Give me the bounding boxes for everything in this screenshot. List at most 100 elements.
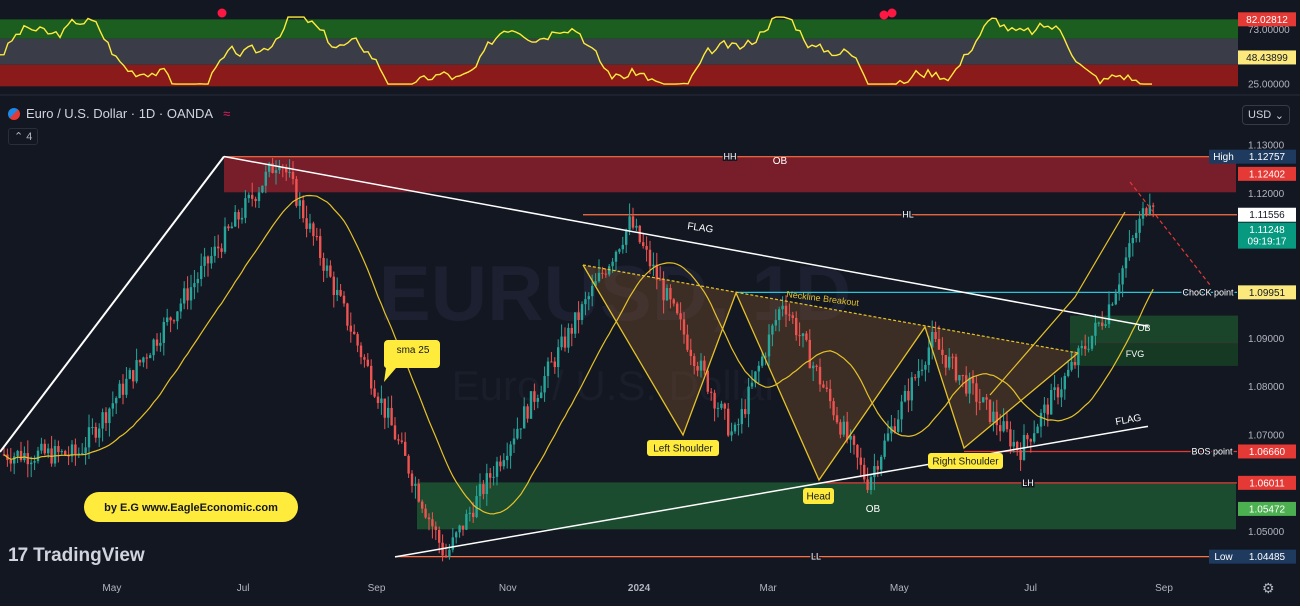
candle-body — [461, 525, 465, 530]
candle-body — [512, 438, 516, 445]
chevron-icon: ⌃ — [14, 131, 27, 143]
symbol-header[interactable]: Euro / U.S. Dollar · 1D · OANDA ≈ — [8, 106, 230, 121]
candle-body — [601, 272, 604, 274]
sma-callout — [383, 340, 440, 382]
candle-body — [550, 361, 553, 363]
tradingview-logo[interactable]: 17 TradingView — [8, 545, 145, 567]
candle-body — [903, 390, 907, 402]
candle-body — [36, 450, 40, 462]
candle-body — [482, 484, 485, 495]
candle-body — [60, 451, 63, 453]
candle-body — [533, 391, 536, 402]
candle-body — [302, 200, 305, 219]
candle-body — [693, 356, 696, 367]
candle-body — [346, 303, 349, 326]
candle-body — [489, 473, 492, 478]
candle-body — [761, 356, 764, 366]
price-badge — [1238, 549, 1296, 564]
candle-body — [1131, 237, 1134, 244]
candle-body — [805, 333, 808, 340]
candle-body — [744, 409, 747, 415]
candle-body — [1012, 441, 1015, 447]
candle-body — [387, 407, 390, 418]
candle-body — [523, 406, 526, 429]
candle-body — [312, 223, 315, 237]
candle-body — [427, 517, 431, 520]
candle-body — [869, 477, 873, 490]
x-tick: Jul — [237, 583, 250, 594]
candle-body — [132, 370, 135, 382]
candle-body — [536, 398, 539, 402]
candle-body — [332, 276, 335, 296]
candle-body — [910, 377, 913, 401]
candle-body — [189, 287, 193, 301]
middle-zone — [0, 38, 1238, 65]
candle-body — [261, 185, 264, 193]
candle-body — [863, 464, 866, 480]
candle-body — [33, 461, 36, 463]
candle-body — [373, 388, 376, 397]
candle-body — [1053, 387, 1056, 391]
y-tick: 1.13000 — [1248, 140, 1285, 151]
candle-body — [886, 433, 890, 441]
candle-body — [560, 336, 563, 348]
currency-select[interactable]: USD ⌄ — [1242, 105, 1290, 125]
candle-body — [723, 403, 726, 409]
y-tick: 1.07000 — [1248, 431, 1285, 442]
candle-body — [455, 532, 458, 538]
candle-body — [288, 172, 291, 174]
candle-body — [152, 339, 155, 356]
candle-body — [478, 484, 482, 497]
candle-body — [907, 390, 910, 401]
gear-icon[interactable]: ⚙ — [1262, 580, 1275, 596]
candle-body — [1070, 361, 1073, 370]
candle-body — [149, 355, 152, 359]
indicator-wave-icon[interactable]: ≈ — [223, 106, 231, 121]
candle-body — [291, 172, 295, 179]
candle-body — [1050, 390, 1053, 415]
candle-body — [417, 483, 420, 502]
candle-body — [937, 339, 941, 350]
candle-body — [652, 264, 655, 267]
candle-body — [397, 439, 400, 441]
candle-body — [1121, 268, 1124, 285]
candle-body — [873, 466, 876, 478]
candle-body — [87, 427, 91, 448]
pattern-fill — [583, 265, 1078, 480]
candle-body — [30, 462, 33, 465]
candle-body — [839, 422, 842, 435]
candle-body — [285, 167, 288, 173]
candle-body — [801, 333, 805, 337]
candle-body — [274, 170, 278, 174]
candle-body — [1077, 348, 1080, 366]
indicator-toggle[interactable]: ⌃ 4 — [8, 128, 39, 145]
candle-body — [1090, 335, 1094, 349]
candle-body — [217, 246, 220, 249]
candle-body — [764, 356, 767, 358]
candle-body — [1111, 304, 1114, 306]
ob-supply-zone — [224, 156, 1236, 193]
ob-supply-label: OB — [773, 156, 788, 167]
candle-body — [944, 355, 947, 368]
right-shoulder-label: Right Shoulder — [932, 457, 999, 468]
candle-body — [954, 356, 958, 381]
candle-body — [247, 194, 250, 199]
candle-body — [992, 411, 995, 422]
price-badge-label: 1.05472 — [1249, 504, 1286, 515]
candle-body — [914, 377, 917, 379]
candle-body — [686, 334, 689, 350]
candle-body — [628, 216, 631, 230]
overbought-signal — [879, 10, 889, 20]
candle-body — [234, 212, 237, 227]
candle-body — [162, 322, 165, 343]
candle-body — [1148, 205, 1151, 215]
candle-body — [720, 403, 723, 408]
x-tick: Jul — [1024, 583, 1037, 594]
candle-body — [798, 335, 801, 337]
candle-body — [975, 383, 978, 402]
candle-body — [852, 435, 856, 445]
candle-body — [754, 371, 757, 383]
chevron-down-icon: ⌄ — [1274, 109, 1284, 122]
candle-body — [584, 299, 587, 305]
